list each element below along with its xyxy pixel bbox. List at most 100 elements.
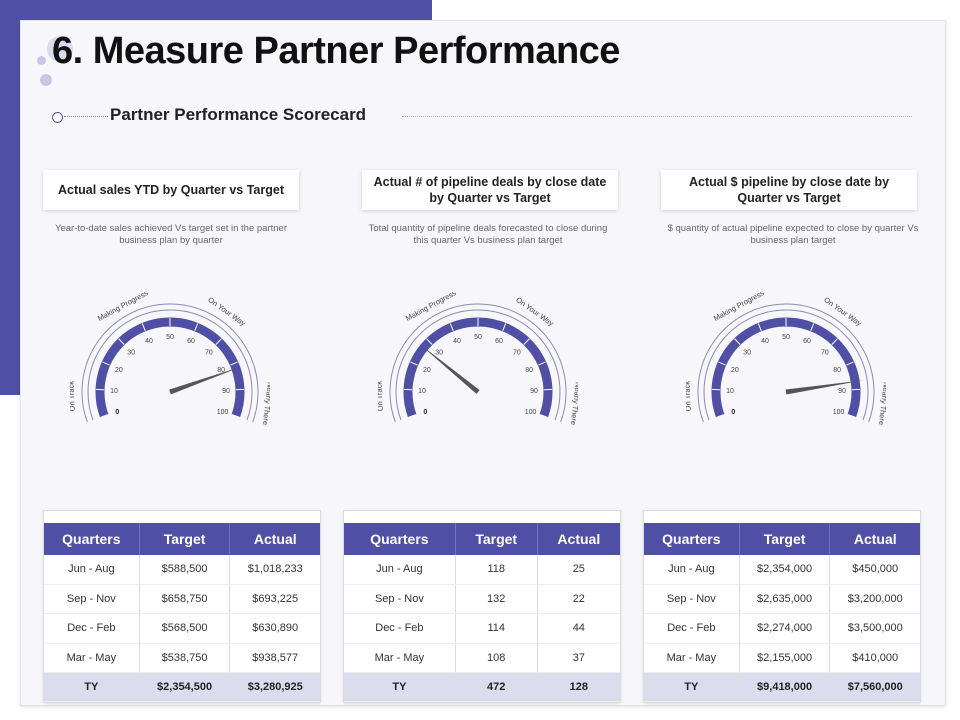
cell: $588,500 [139, 555, 231, 585]
gauge-tick-mark [502, 323, 507, 331]
cell: 37 [537, 643, 620, 673]
cell: Sep - Nov [44, 584, 140, 614]
cell: $938,577 [229, 643, 320, 673]
gauge-tick-label: 80 [217, 367, 225, 374]
cell: 25 [537, 555, 620, 585]
gauge-needle [169, 365, 244, 395]
table-deals: Quarters Target Actual Jun - Aug 118 25 Sep … [343, 510, 621, 703]
section-heading: Partner Performance Scorecard [50, 104, 912, 128]
cell: Dec - Feb [44, 613, 140, 644]
cell: $538,750 [139, 643, 231, 673]
gauge-tick-label: 60 [803, 338, 811, 345]
table-total-row: TY 472 128 [344, 672, 620, 702]
gauge-tick-label: 20 [731, 367, 739, 374]
cell: $2,354,000 [739, 555, 831, 585]
cell: $410,000 [829, 643, 920, 673]
gauge-tick-label: 40 [453, 338, 461, 345]
gauge-outer-ring [81, 303, 259, 423]
col-header: Quarters [644, 523, 740, 555]
cell: $693,225 [229, 584, 320, 614]
cell: $3,500,000 [829, 613, 920, 644]
gauge-tick-label: 100 [525, 409, 537, 416]
cell: $1,018,233 [229, 555, 320, 585]
gauge-tick-label: 80 [525, 367, 533, 374]
gauge-tick-mark [716, 414, 725, 418]
table-row: Sep - Nov $2,635,000 $3,200,000 [644, 584, 920, 614]
table-pipeline: Quarters Target Actual Jun - Aug $2,354,000… [643, 510, 921, 703]
gauge-tick-label: 0 [115, 409, 119, 416]
gauge-tick-label: 60 [187, 338, 195, 345]
page-title: 6. Measure Partner Performance [52, 30, 620, 72]
gauge-zone-label: On Your Way [206, 295, 247, 328]
gauge-mid-ring [703, 309, 869, 421]
gauge-zone-label: Making Progress [404, 292, 458, 323]
gauge-tick-label: 40 [145, 338, 153, 345]
cell: Dec - Feb [644, 613, 740, 644]
gauge-tick-label: 90 [530, 388, 538, 395]
table-row: Dec - Feb 114 44 [344, 613, 620, 644]
gauge-tick-label: 0 [423, 409, 427, 416]
gauge-tick-label: 80 [833, 367, 841, 374]
cell: 114 [455, 613, 538, 644]
gauge-mid-ring [87, 309, 253, 421]
table-row: Dec - Feb $568,500 $630,890 [44, 613, 320, 644]
cell: Jun - Aug [44, 555, 140, 585]
metric-description-pipeline: $ quantity of actual pipeline expected t… [667, 223, 919, 246]
gauge-outer-ring [389, 303, 567, 423]
gauge-zone-label: On Your Way [822, 295, 863, 328]
cell: $450,000 [829, 555, 920, 585]
cell: Sep - Nov [644, 584, 740, 614]
gauge-tick-label: 50 [474, 334, 482, 341]
gauge-tick-mark [141, 323, 146, 331]
col-header: Target [739, 523, 831, 555]
cell: Jun - Aug [344, 555, 456, 585]
table-total-row: TY $2,354,500 $3,280,925 [44, 672, 320, 702]
cell: Sep - Nov [344, 584, 456, 614]
cell: TY [644, 672, 740, 702]
gauge-tick-mark [831, 338, 838, 345]
col-header: Actual [229, 523, 320, 555]
cell: Jun - Aug [644, 555, 740, 585]
section-title: Partner Performance Scorecard [110, 105, 367, 124]
gauge-tick-mark [215, 338, 222, 345]
gauge-tick-mark [408, 414, 417, 418]
gauge-zone-label: Making Progress [712, 292, 766, 323]
gauge-tick-label: 30 [743, 350, 751, 357]
gauge-needle [785, 380, 864, 395]
gauge-tick-label: 70 [205, 350, 213, 357]
gauge-tick-mark [734, 338, 741, 345]
gauge-tick-label: 70 [821, 350, 829, 357]
gauge-tick-mark [410, 361, 418, 366]
table-row: Jun - Aug $2,354,000 $450,000 [644, 555, 920, 585]
gauge-tick-mark [194, 323, 199, 331]
divider [402, 116, 912, 117]
cell: Mar - May [344, 643, 456, 673]
gauge-deals: 0 10 20 30 40 50 60 70 80 90 100 On Track Making Pro… [378, 292, 578, 426]
col-header: Quarters [344, 523, 456, 555]
col-header: Quarters [44, 523, 140, 555]
col-header: Target [455, 523, 538, 555]
cell: $630,890 [229, 613, 320, 644]
cell: TY [344, 672, 456, 702]
cell: 472 [455, 672, 538, 702]
table-total-row: TY $9,418,000 $7,560,000 [644, 672, 920, 702]
decorative-circle-icon [40, 74, 52, 86]
cell: $9,418,000 [739, 672, 831, 702]
gauge-pipeline: 0 10 20 30 40 50 60 70 80 90 100 On Track Making Pro… [686, 292, 886, 426]
cell: $2,274,000 [739, 613, 831, 644]
gauge-needle [417, 342, 480, 394]
gauge-tick-mark [100, 414, 109, 418]
cell: $2,354,500 [139, 672, 231, 702]
gauge-outer-ring [697, 303, 875, 423]
gauge-mid-ring [395, 309, 561, 421]
cell: $2,155,000 [739, 643, 831, 673]
cell: $568,500 [139, 613, 231, 644]
cell: $7,560,000 [829, 672, 920, 702]
gauge-tick-label: 100 [833, 409, 845, 416]
cell: 132 [455, 584, 538, 614]
cell: Mar - May [644, 643, 740, 673]
decorative-circle-icon [37, 56, 46, 65]
gauge-tick-label: 20 [115, 367, 123, 374]
table-row: Sep - Nov 132 22 [344, 584, 620, 614]
cell: 44 [537, 613, 620, 644]
